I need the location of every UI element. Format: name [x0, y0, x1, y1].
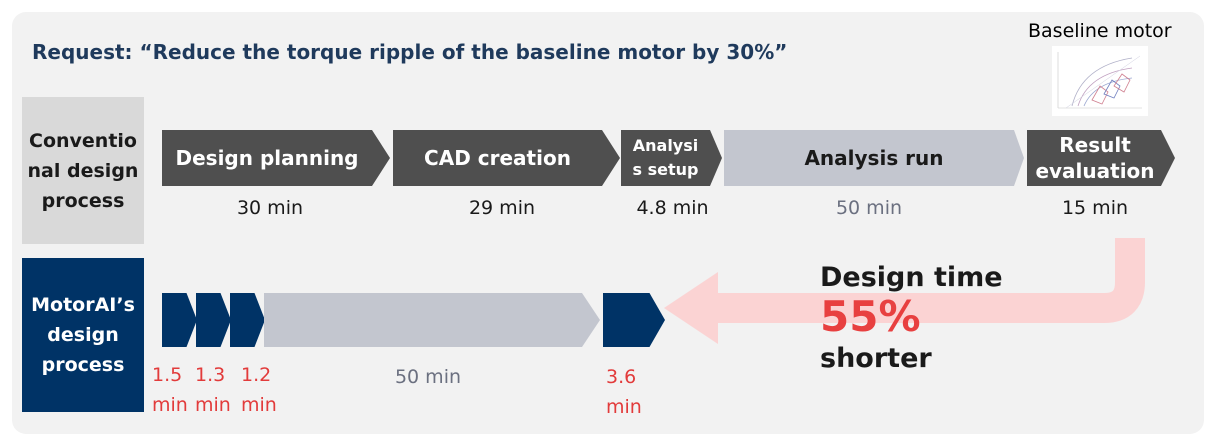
step-design-planning: Design planning [162, 130, 390, 186]
time-analysis-setup: 4.8 min [636, 197, 709, 219]
motorai-time-2: 1.3 min [195, 364, 231, 416]
motorai-time-1: 1.5 min [152, 364, 188, 416]
step-cad-creation: CAD creation [393, 130, 620, 186]
time-reduction-arrow [664, 238, 1145, 344]
step-analysis-setup: Analysi s setup [621, 130, 722, 186]
conventional-process-label: Conventio nal design process [22, 97, 144, 244]
motorai-time-5: 3.6 min [606, 366, 642, 418]
saving-percent: 55% [820, 292, 921, 341]
request-heading: Request: “Reduce the torque ripple of th… [32, 40, 788, 64]
baseline-motor-label: Baseline motor [1028, 20, 1172, 42]
time-result-evaluation: 15 min [1061, 197, 1129, 219]
saving-line1: Design time [820, 262, 1003, 293]
motorai-process-label: MotorAI’s design process [22, 258, 144, 412]
diagram-panel [12, 12, 1204, 434]
time-saving-callout: Design time 55% shorter [820, 262, 1003, 374]
motorai-time-3: 1.2 min [241, 364, 277, 416]
step-analysis-run: Analysis run [724, 130, 1024, 186]
baseline-motor-image [1052, 46, 1148, 116]
motorai-step-analysis-run [264, 293, 600, 347]
motorai-time-analysis-run: 50 min [394, 366, 462, 388]
time-cad-creation: 29 min [468, 197, 536, 219]
time-analysis-run: 50 min [835, 197, 903, 219]
time-design-planning: 30 min [236, 197, 304, 219]
saving-line3: shorter [820, 343, 932, 374]
step-result-evaluation: Result evaluation [1027, 130, 1175, 186]
